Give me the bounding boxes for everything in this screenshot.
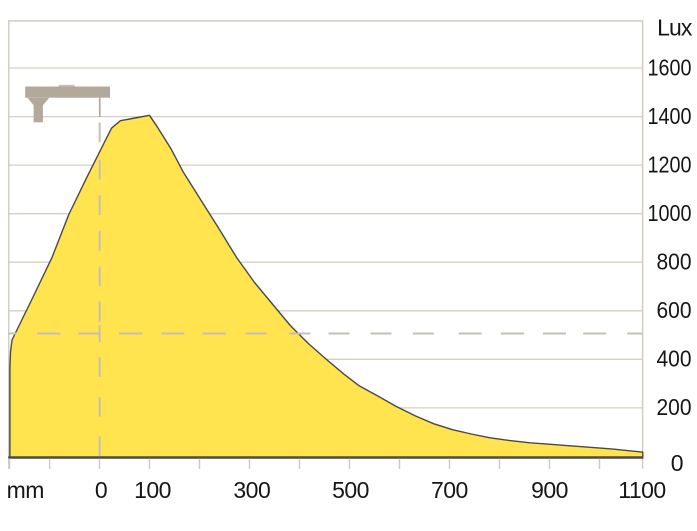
- svg-text:100: 100: [134, 477, 171, 503]
- svg-text:mm: mm: [7, 477, 44, 503]
- svg-text:1200: 1200: [648, 151, 692, 177]
- svg-text:800: 800: [657, 249, 692, 275]
- svg-text:700: 700: [431, 477, 468, 503]
- svg-text:200: 200: [657, 394, 692, 420]
- svg-text:500: 500: [332, 477, 369, 503]
- svg-text:900: 900: [531, 477, 568, 503]
- svg-text:Lux: Lux: [657, 15, 693, 41]
- svg-text:600: 600: [657, 297, 692, 323]
- svg-text:1100: 1100: [618, 477, 665, 503]
- svg-text:0: 0: [671, 450, 684, 476]
- svg-text:400: 400: [657, 346, 692, 372]
- svg-text:1400: 1400: [648, 103, 692, 129]
- svg-text:0: 0: [95, 477, 107, 503]
- svg-text:1000: 1000: [648, 200, 692, 226]
- svg-text:300: 300: [233, 477, 270, 503]
- svg-text:1600: 1600: [648, 54, 692, 80]
